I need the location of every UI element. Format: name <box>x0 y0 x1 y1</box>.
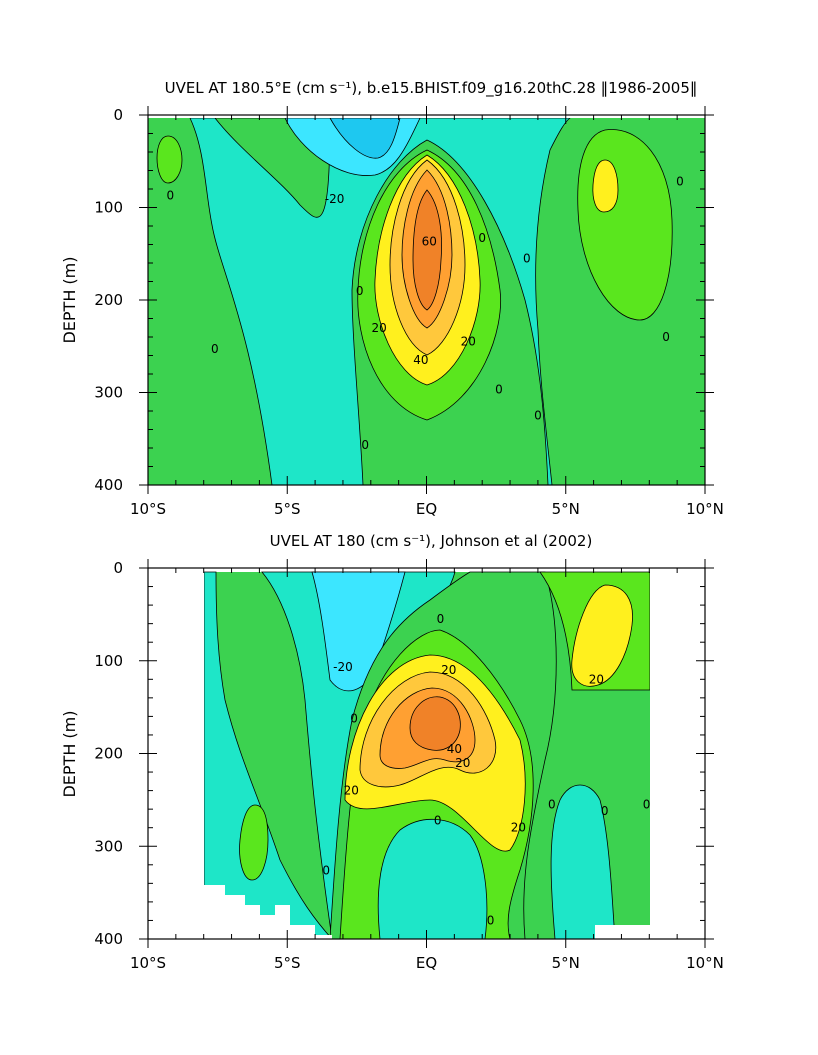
bottom-contour-label: 0 <box>350 711 358 725</box>
top-band-neg30 <box>329 117 401 159</box>
top-contour-label: -20 <box>325 192 345 206</box>
bottom-band-20-north-eddy <box>571 584 633 687</box>
top-contour-label: 20 <box>461 335 476 349</box>
bottom-xtick-label: 10°N <box>686 954 724 972</box>
top-ytick-label: 300 <box>94 384 123 402</box>
bottom-contour-label: 20 <box>344 784 359 798</box>
top-contour-label: 0 <box>523 251 531 265</box>
bottom-contour-label: 0 <box>434 813 442 827</box>
bottom-ytick-label: 400 <box>94 930 123 948</box>
top-ylabel: DEPTH (m) <box>60 256 79 343</box>
bottom-contour-label: 0 <box>487 913 495 927</box>
bottom-xtick-label: 5°N <box>552 954 580 972</box>
top-contour-label: 0 <box>662 330 670 344</box>
bottom-band-neg10-north <box>550 784 616 939</box>
top-contour-label: 0 <box>361 438 369 452</box>
top-contour-label: 60 <box>422 235 437 249</box>
bottom-contour-label: 0 <box>437 612 445 626</box>
top-xtick-label: 10°N <box>686 500 724 518</box>
top-xtick-label: EQ <box>416 500 437 518</box>
top-ytick-label: 400 <box>94 476 123 494</box>
bottom-xtick-label: 10°S <box>130 954 166 972</box>
top-contour-label: 0 <box>356 284 364 298</box>
bottom-missing-data-east <box>595 925 650 939</box>
bottom-xtick-label: EQ <box>416 954 437 972</box>
bottom-contour-label: 40 <box>447 742 462 756</box>
top-contour-field <box>148 115 705 485</box>
bottom-band-10-west-eddy <box>239 804 269 881</box>
top-contour-label: 40 <box>413 353 428 367</box>
top-ytick-label: 200 <box>94 291 123 309</box>
top-contour-label: 0 <box>676 175 684 189</box>
top-title: UVEL AT 180.5°E (cm s⁻¹), b.e15.BHIST.f0… <box>165 79 698 98</box>
bottom-ytick-label: 300 <box>94 837 123 855</box>
bottom-band-neg10-deep <box>377 818 488 939</box>
bottom-ytick-label: 100 <box>94 652 123 670</box>
top-panel: UVEL AT 180.5°E (cm s⁻¹), b.e15.BHIST.f0… <box>60 79 724 518</box>
top-contour-label: 0 <box>211 342 219 356</box>
top-contour-label: 0 <box>534 409 542 423</box>
top-contour-label: 0 <box>495 383 503 397</box>
bottom-missing-data <box>204 885 332 939</box>
top-xtick-label: 10°S <box>130 500 166 518</box>
bottom-panel: UVEL AT 180 (cm s⁻¹), Johnson et al (200… <box>60 532 724 972</box>
bottom-ytick-label: 0 <box>113 559 123 577</box>
bottom-xtick-label: 5°S <box>274 954 301 972</box>
bottom-band-neg20 <box>311 571 406 692</box>
top-band-20-north-eddy <box>592 159 619 213</box>
bottom-contour-label: 0 <box>601 804 609 818</box>
top-contour-label: 0 <box>166 188 174 202</box>
top-ytick-label: 0 <box>113 106 123 124</box>
bottom-contour-label: 20 <box>441 663 456 677</box>
top-xtick-label: 5°S <box>274 500 301 518</box>
bottom-contour-label: 20 <box>511 821 526 835</box>
top-band-60 <box>412 189 442 311</box>
bottom-contour-field <box>148 570 705 939</box>
bottom-ylabel: DEPTH (m) <box>60 710 79 797</box>
bottom-contour-label: 20 <box>589 672 604 686</box>
top-contour-label: 20 <box>372 321 387 335</box>
bottom-band-neg10-west <box>203 571 333 939</box>
bottom-contour-label: 0 <box>322 863 330 877</box>
top-ytick-label: 100 <box>94 199 123 217</box>
bottom-contour-label: 0 <box>643 798 651 812</box>
bottom-contour-label: -20 <box>333 660 353 674</box>
bottom-contour-label: 20 <box>455 756 470 770</box>
top-band-10-west-eddy <box>156 135 183 184</box>
bottom-band-60 <box>409 696 461 751</box>
bottom-ytick-label: 200 <box>94 745 123 763</box>
top-contour-labels: 0 -20 0 60 0 0 0 20 20 0 40 0 0 0 0 <box>166 175 684 453</box>
bottom-no-data-west <box>148 570 204 939</box>
bottom-contour-label: 0 <box>548 798 556 812</box>
top-contour-label: 0 <box>478 231 486 245</box>
top-xtick-label: 5°N <box>552 500 580 518</box>
bottom-no-data-east <box>650 570 705 939</box>
bottom-title: UVEL AT 180 (cm s⁻¹), Johnson et al (200… <box>270 532 593 550</box>
